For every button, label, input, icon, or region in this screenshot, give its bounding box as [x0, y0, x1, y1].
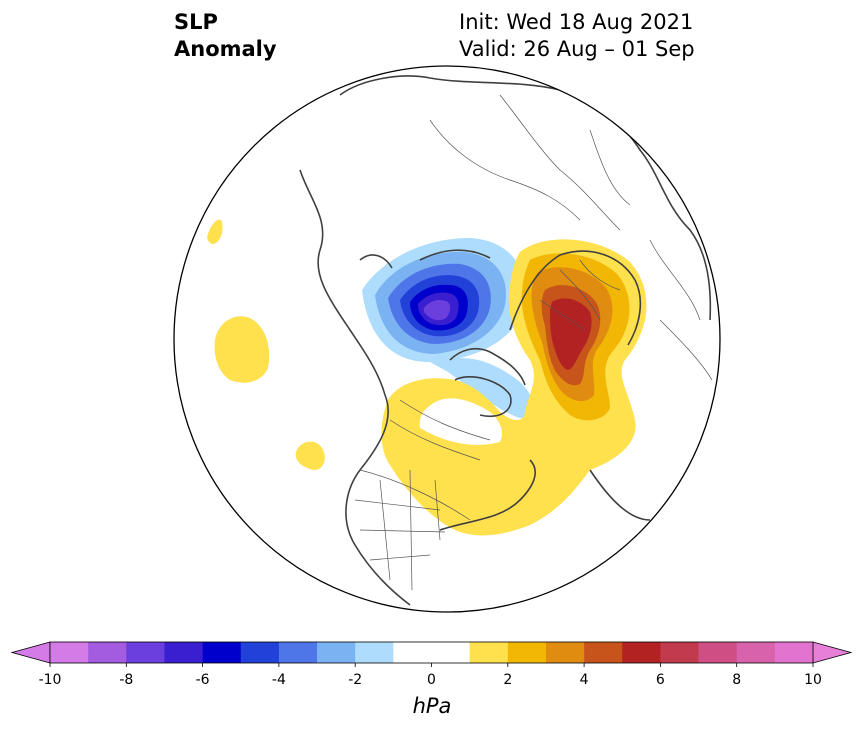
colorbar-bin [660, 642, 699, 663]
colorbar-tick-label: 0 [427, 672, 436, 688]
pacific-high-3 [207, 219, 223, 244]
colorbar-bin [355, 642, 394, 663]
country-borders [354, 94, 713, 591]
colorbar-bin [736, 642, 776, 663]
colorbar-bin [698, 642, 737, 663]
colorbar-bin [469, 642, 509, 663]
map-title: SLP Anomaly [174, 9, 277, 63]
colorbar-bin [164, 642, 203, 663]
anomaly-field [174, 66, 720, 612]
highs-contours [381, 239, 647, 536]
colorbar-bin [240, 642, 280, 663]
init-date: Init: Wed 18 Aug 2021 [459, 10, 694, 34]
colorbar-unit: hPa [412, 694, 452, 718]
colorbar-bin [545, 642, 585, 663]
colorbar-tick-label: -10 [38, 672, 62, 688]
colorbar-bin [507, 642, 547, 663]
colorbar-tick-label: -4 [271, 672, 286, 688]
colorbar-under-arrow [10, 641, 51, 664]
colorbar-bin [50, 642, 89, 663]
colorbar-bin [622, 642, 661, 663]
colorbar-tick-label: 8 [732, 672, 742, 688]
colorbar-bin [126, 642, 165, 663]
colorbar-bin [278, 642, 318, 663]
colorbar-bin [202, 642, 242, 663]
pacific-high-1 [214, 316, 270, 383]
colorbar-bin [317, 642, 356, 663]
colorbar-tick-label: -8 [119, 672, 134, 688]
colorbar-tick-label: -2 [348, 672, 363, 688]
colorbar-bin [393, 642, 470, 663]
colorbar [10, 641, 853, 667]
map-subtitle: Init: Wed 18 Aug 2021 Valid: 26 Aug – 01… [459, 9, 695, 63]
map-boundary [173, 65, 721, 613]
colorbar-tick-label: -6 [195, 672, 210, 688]
colorbar-bin [584, 642, 623, 663]
colorbar-tick-label: 6 [655, 672, 665, 688]
coastlines [299, 75, 712, 606]
title-line-1: SLP [174, 10, 218, 34]
colorbar-bin [88, 642, 127, 663]
colorbar-tick-label: 4 [579, 672, 589, 688]
colorbar-tick-label: 2 [503, 672, 513, 688]
valid-range: Valid: 26 Aug – 01 Sep [459, 37, 695, 61]
pacific-high-2 [295, 441, 325, 470]
colorbar-tick-label: 10 [804, 672, 822, 688]
colorbar-bin [774, 642, 814, 663]
colorbar-tick-labels: -10 -8 -6 -4 -2 0 2 4 6 8 10 [0, 672, 863, 692]
colorbar-over-arrow [812, 641, 853, 664]
title-line-2: Anomaly [174, 37, 277, 61]
arctic-low-contours [362, 238, 534, 419]
